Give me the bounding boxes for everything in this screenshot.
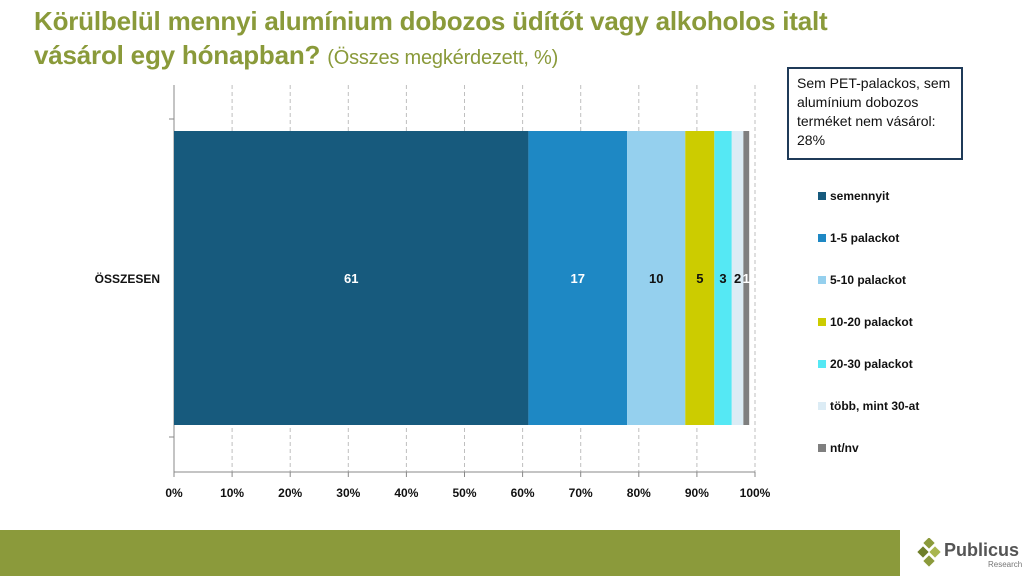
data-label: 61	[344, 271, 358, 286]
legend-label: 5-10 palackot	[830, 273, 906, 287]
bar-segment	[528, 131, 628, 425]
x-tick-label: 10%	[220, 486, 244, 500]
bar-segment	[174, 131, 529, 425]
x-tick-label: 60%	[511, 486, 535, 500]
category-label: ÖSSZESEN	[95, 271, 160, 286]
data-label: 17	[571, 271, 585, 286]
legend-swatch	[818, 444, 826, 452]
x-tick-label: 40%	[394, 486, 418, 500]
data-label: 10	[649, 271, 663, 286]
bar-segment	[714, 131, 732, 425]
legend-label: 10-20 palackot	[830, 315, 913, 329]
legend-swatch	[818, 318, 826, 326]
data-label: 5	[696, 271, 703, 286]
logo-diamond-icon	[917, 538, 941, 567]
title-subtitle: (Összes megkérdezett, %)	[327, 47, 559, 69]
data-label: 2	[734, 271, 741, 286]
x-tick-label: 80%	[627, 486, 651, 500]
x-tick-label: 50%	[452, 486, 476, 500]
x-tick-label: 90%	[685, 486, 709, 500]
legend-label: 1-5 palackot	[830, 231, 899, 245]
stacked-bar-chart: 0% 10% 20% 30% 40% 50% 60% 70% 80% 90% 100% ÖSSZESE…	[95, 85, 919, 500]
note-box: Sem PET-palackos, sem alumínium dobozos …	[787, 67, 963, 160]
legend-swatch	[818, 360, 826, 368]
data-label: 1	[743, 271, 750, 286]
legend-swatch	[818, 192, 826, 200]
footer-bar	[0, 530, 900, 576]
legend-label: több, mint 30-at	[830, 399, 919, 413]
title-main: Körülbelül mennyi alumínium dobozos üdít…	[34, 6, 828, 70]
x-tick-label: 0%	[165, 486, 183, 500]
legend-swatch	[818, 402, 826, 410]
legend-swatch	[818, 234, 826, 242]
legend-label: nt/nv	[830, 441, 859, 455]
x-tick-label: 20%	[278, 486, 302, 500]
logo-name: Publicus	[944, 540, 1020, 560]
bar-segment	[731, 131, 744, 425]
chart-title: Körülbelül mennyi alumínium dobozos üdít…	[34, 4, 914, 75]
bar-segment	[627, 131, 686, 425]
x-tick-label: 100%	[740, 486, 771, 500]
legend-swatch	[818, 276, 826, 284]
x-tick-label: 30%	[336, 486, 360, 500]
bar-segment	[685, 131, 715, 425]
bar-segment	[743, 131, 750, 425]
legend-label: semennyit	[830, 189, 889, 203]
logo-sub: Research	[988, 560, 1023, 569]
publicus-logo: Publicus Research	[912, 532, 1024, 576]
data-label: 3	[719, 271, 726, 286]
x-tick-label: 70%	[569, 486, 593, 500]
legend-label: 20-30 palackot	[830, 357, 913, 371]
